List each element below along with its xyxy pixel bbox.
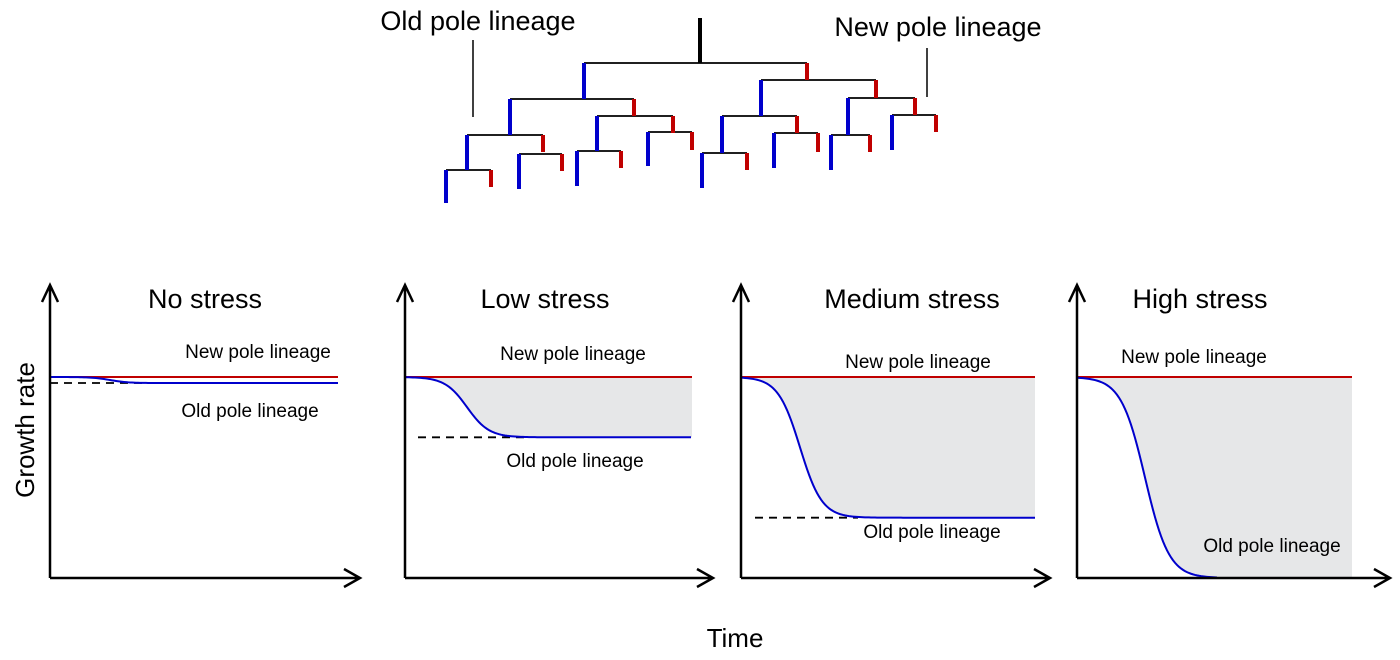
axes (395, 282, 716, 589)
panel-title: Low stress (480, 284, 609, 314)
new-pole-branches (489, 63, 938, 187)
new-pole-label: New pole lineage (1121, 347, 1267, 368)
gap-shading (405, 377, 692, 438)
gap-shading (1077, 377, 1352, 578)
panel-title: High stress (1132, 284, 1267, 314)
new-pole-label: New pole lineage (845, 352, 991, 373)
panel-medium-stress: Medium stress New pole lineage Old pole li… (731, 282, 1053, 589)
axes (731, 282, 1053, 589)
old-pole-growth-curve (404, 376, 691, 439)
gap-shading (741, 377, 1035, 518)
old-pole-label: Old pole lineage (1203, 536, 1340, 557)
panel-title: Medium stress (824, 284, 1000, 314)
y-axis-label: Growth rate (10, 362, 40, 498)
panels: No stress New pole lineage Old pole lineag… (40, 282, 1393, 589)
tree-old-pole-label: Old pole lineage (380, 6, 575, 36)
old-pole-growth-curve (1076, 376, 1218, 579)
axes (1067, 282, 1393, 589)
old-pole-label: Old pole lineage (181, 401, 318, 422)
old-pole-growth-curve (49, 376, 338, 385)
old-pole-label: Old pole lineage (506, 451, 643, 472)
panel-no-stress: No stress New pole lineage Old pole lineag… (40, 282, 363, 589)
lineage-tree: Old pole lineage New pole lineage (380, 6, 1042, 203)
panel-low-stress: Low stress New pole lineage Old pole linea… (395, 282, 716, 589)
tree-branches (446, 62, 936, 171)
panel-high-stress: High stress New pole lineage Old pole line… (1067, 282, 1393, 589)
new-pole-label: New pole lineage (185, 342, 331, 363)
axes (40, 282, 363, 589)
x-axis-label: Time (707, 623, 764, 653)
old-pole-growth-curve (740, 376, 1035, 519)
new-pole-label: New pole lineage (500, 344, 646, 365)
old-pole-branches (444, 63, 894, 203)
old-pole-label: Old pole lineage (863, 522, 1000, 543)
tree-new-pole-label: New pole lineage (834, 12, 1041, 42)
panel-title: No stress (148, 284, 262, 314)
